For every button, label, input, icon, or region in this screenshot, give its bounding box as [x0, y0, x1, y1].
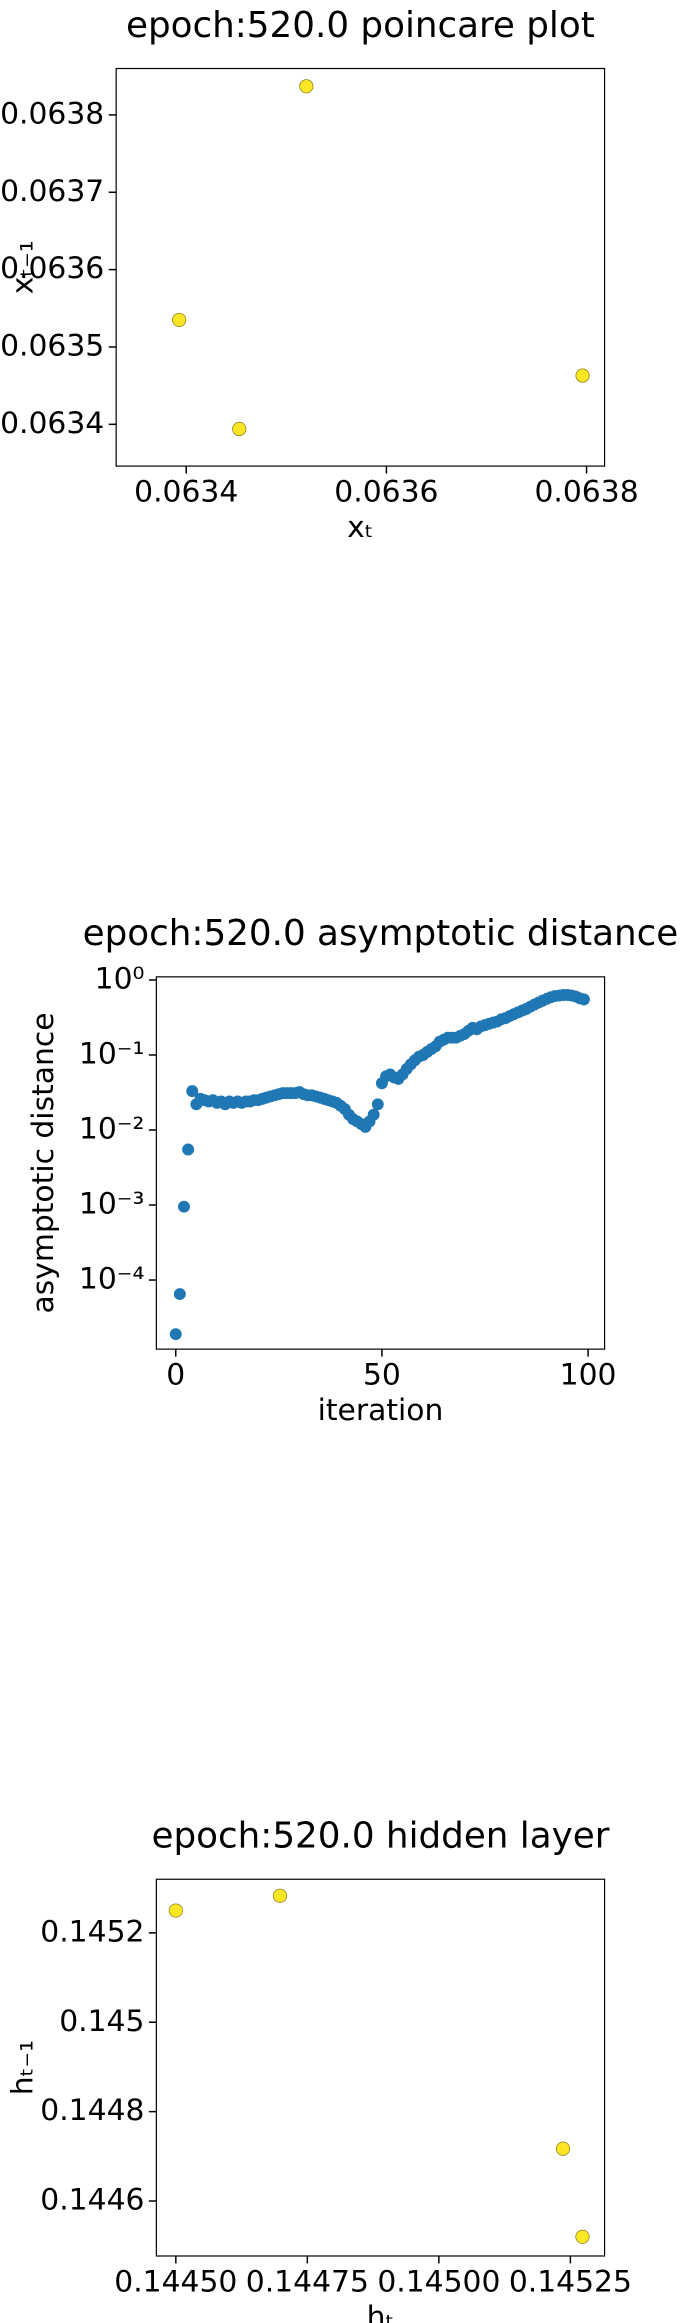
x-axis-label: xₜ: [347, 510, 373, 545]
y-tick-label: 0.0634: [0, 406, 104, 441]
x-tick-label: 0.0634: [134, 474, 238, 509]
plot-frame: [155, 976, 606, 1350]
y-tick-label: 10⁰: [95, 961, 145, 996]
point: [578, 993, 590, 1006]
y-tick-label: 0.0635: [0, 328, 104, 363]
x-tick-label: 0.14450: [114, 2264, 237, 2299]
x-tick-label: 100: [560, 1357, 617, 1392]
y-axis-label: xₜ₋₁: [5, 240, 40, 294]
x-tick-label: 0.0636: [334, 474, 438, 509]
point: [272, 1888, 288, 1903]
plot-frame: [155, 1878, 606, 2257]
y-tick-label: 0.1448: [40, 2093, 144, 2128]
y-tick-label: 0.1452: [40, 1914, 144, 1949]
point: [169, 1328, 182, 1341]
point: [178, 1200, 190, 1213]
plot-frame: [115, 67, 606, 467]
y-tick-label: 0.1446: [40, 2183, 144, 2218]
y-tick-label: 0.145: [59, 2004, 144, 2039]
y-tick-label: 0.0636: [0, 251, 104, 286]
point: [575, 2229, 590, 2244]
point: [299, 79, 314, 94]
chart-title: epoch:520.0 asymptotic distance: [83, 913, 679, 954]
point: [186, 1085, 199, 1098]
x-tick-label: 0.14525: [509, 2264, 632, 2299]
x-tick-label: 0.0638: [534, 474, 638, 509]
x-tick-label: 50: [363, 1357, 401, 1392]
point: [575, 368, 590, 383]
point: [168, 1903, 183, 1918]
point: [173, 1288, 186, 1301]
y-tick-label: 10⁻²: [79, 1112, 145, 1147]
y-tick-label: 10⁻³: [79, 1187, 145, 1222]
point: [172, 312, 187, 327]
y-tick-label: 0.0638: [0, 96, 104, 131]
x-tick-label: 0.14475: [246, 2264, 369, 2299]
y-axis-label: hₜ₋₁: [5, 2040, 40, 2095]
y-axis-label: asymptotic distance: [26, 1012, 61, 1313]
y-tick-label: 10⁻⁴: [79, 1262, 145, 1297]
y-tick-label: 10⁻¹: [79, 1036, 145, 1071]
x-axis-label: hₜ: [367, 2300, 395, 2323]
chart-title: epoch:520.0 hidden layer: [152, 1816, 610, 1857]
point: [367, 1108, 380, 1121]
point: [371, 1098, 384, 1111]
x-tick-label: 0: [166, 1357, 185, 1392]
y-tick-label: 0.0637: [0, 174, 104, 209]
point: [555, 2141, 571, 2156]
point: [182, 1143, 195, 1156]
point: [232, 421, 247, 437]
x-axis-label: iteration: [318, 1393, 444, 1428]
x-tick-label: 0.14500: [377, 2264, 500, 2299]
chart-title: epoch:520.0 poincare plot: [126, 5, 595, 46]
